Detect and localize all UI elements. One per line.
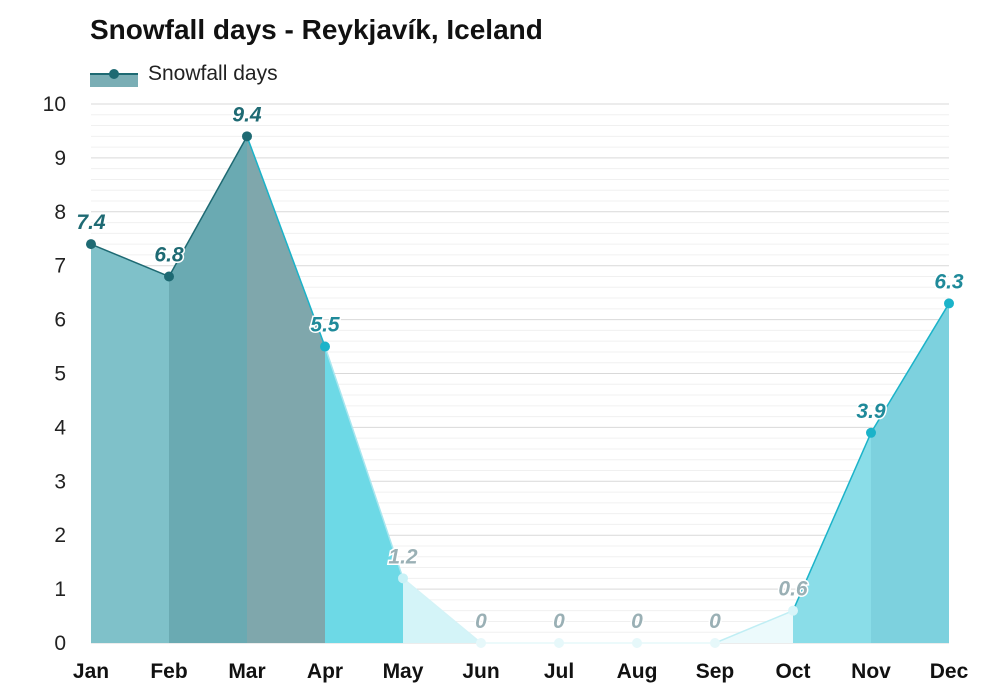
series-line-segment [714, 609, 794, 644]
series-line-segment [870, 303, 950, 434]
data-label-jun: 0 [475, 610, 487, 633]
y-tick-label: 4 [54, 416, 66, 439]
y-tick-label: 9 [54, 147, 66, 170]
x-tick-label: Apr [307, 660, 343, 683]
x-tick-label: May [383, 660, 424, 683]
data-label-nov: 3.9 [856, 400, 886, 423]
x-tick-label: Mar [228, 660, 265, 683]
x-axis-labels: Jan Feb Mar Apr May Jun Jul Aug Sep Oct Nov Dec [73, 660, 969, 683]
y-tick-label: 7 [54, 255, 66, 278]
data-points [86, 131, 954, 648]
data-label-feb: 6.8 [154, 243, 184, 266]
legend-label: Snowfall days [148, 62, 278, 85]
legend-swatch [90, 61, 138, 87]
data-label-dec: 6.3 [934, 270, 964, 293]
series-line-segment [324, 346, 404, 579]
x-tick-label: Feb [150, 660, 187, 683]
legend[interactable]: Snowfall days [90, 60, 278, 88]
area-segment [871, 303, 949, 643]
y-tick-label: 10 [43, 93, 66, 116]
y-axis-labels: 0 1 2 3 4 5 6 7 8 9 10 [43, 93, 67, 655]
data-point-nov [866, 427, 876, 438]
data-label-sep: 0 [709, 610, 721, 633]
y-tick-label: 6 [54, 309, 66, 332]
series-line-segment [792, 432, 872, 611]
data-label-oct: 0.6 [778, 578, 808, 601]
area-segment [91, 244, 169, 643]
y-tick-label: 8 [54, 201, 66, 224]
data-point-jan [86, 239, 96, 250]
x-tick-label: Nov [851, 660, 891, 683]
data-point-aug [632, 638, 642, 648]
x-tick-label: Sep [696, 660, 735, 683]
data-point-jun [476, 638, 486, 648]
data-label-apr: 5.5 [310, 314, 340, 337]
y-tick-label: 1 [54, 578, 66, 601]
y-tick-label: 2 [54, 524, 66, 547]
data-label-jan: 7.4 [76, 211, 106, 234]
series-line-segment [246, 136, 326, 347]
x-tick-label: Jul [544, 660, 574, 683]
data-point-apr [320, 341, 330, 352]
x-tick-label: Jan [73, 660, 109, 683]
data-label-may: 1.2 [388, 545, 418, 568]
x-tick-label: Oct [775, 660, 810, 683]
x-tick-label: Jun [462, 660, 499, 683]
data-point-mar [242, 131, 252, 142]
y-tick-label: 3 [54, 470, 66, 493]
data-label-jul: 0 [553, 610, 565, 633]
data-point-sep [710, 638, 720, 648]
y-tick-label: 0 [54, 632, 66, 655]
area-segment [325, 346, 403, 643]
series-line-segment [168, 135, 248, 277]
series-line-segment [90, 243, 170, 278]
area-segment [793, 432, 871, 643]
area-fills [91, 136, 949, 643]
chart-title: Snowfall days - Reykjavík, Iceland [90, 14, 543, 45]
data-point-jul [554, 638, 564, 648]
series-line-segment [402, 577, 482, 644]
x-tick-label: Dec [930, 660, 969, 683]
data-point-oct [788, 605, 798, 616]
data-label-aug: 0 [631, 610, 643, 633]
data-label-mar: 9.4 [232, 103, 262, 126]
data-labels: 7.4 6.8 9.4 5.5 1.2 0 0 0 0 0.6 3.9 6.3 [75, 102, 966, 635]
area-segment [169, 136, 247, 643]
y-tick-label: 5 [54, 363, 66, 386]
area-segment [247, 136, 325, 643]
data-point-feb [164, 271, 174, 282]
series-line [90, 135, 950, 644]
data-point-dec [944, 298, 954, 309]
x-tick-label: Aug [617, 660, 658, 683]
data-point-may [398, 573, 408, 584]
